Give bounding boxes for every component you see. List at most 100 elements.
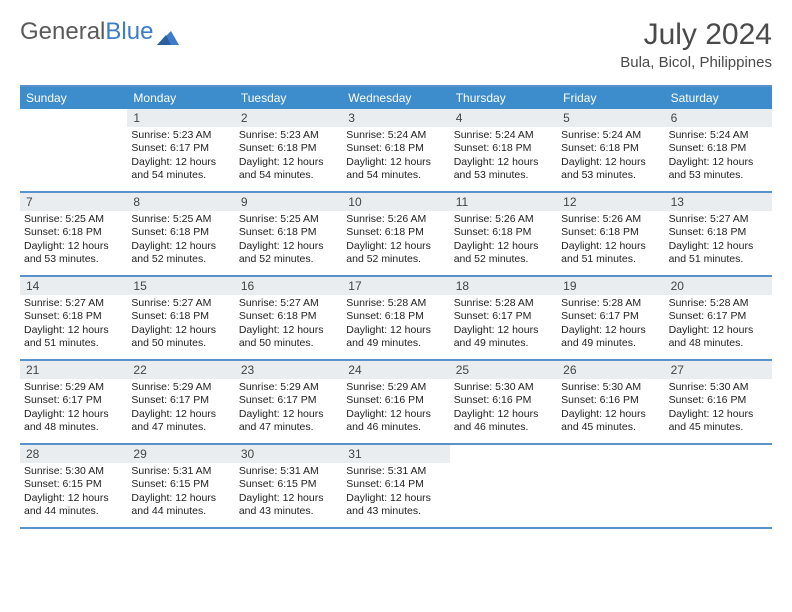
cell-line-daylight2: and 51 minutes.	[669, 253, 768, 266]
calendar-cell	[450, 445, 557, 527]
day-number: 20	[665, 277, 772, 295]
cell-line-daylight2: and 47 minutes.	[239, 421, 338, 434]
cell-line-daylight1: Daylight: 12 hours	[454, 240, 553, 253]
day-number: 10	[342, 193, 449, 211]
day-header: Sunday	[20, 87, 127, 109]
cell-line-sunrise: Sunrise: 5:24 AM	[669, 129, 768, 142]
cell-line-sunset: Sunset: 6:17 PM	[454, 310, 553, 323]
cell-line-daylight2: and 53 minutes.	[454, 169, 553, 182]
cell-line-daylight2: and 44 minutes.	[24, 505, 123, 518]
calendar-cell: 27Sunrise: 5:30 AMSunset: 6:16 PMDayligh…	[665, 361, 772, 443]
calendar-cell: 29Sunrise: 5:31 AMSunset: 6:15 PMDayligh…	[127, 445, 234, 527]
cell-line-sunset: Sunset: 6:16 PM	[669, 394, 768, 407]
cell-line-daylight2: and 52 minutes.	[454, 253, 553, 266]
cell-line-daylight2: and 52 minutes.	[346, 253, 445, 266]
cell-line-daylight2: and 45 minutes.	[561, 421, 660, 434]
day-number: 17	[342, 277, 449, 295]
calendar-cell: 11Sunrise: 5:26 AMSunset: 6:18 PMDayligh…	[450, 193, 557, 275]
cell-body: Sunrise: 5:23 AMSunset: 6:18 PMDaylight:…	[235, 127, 342, 187]
cell-line-sunset: Sunset: 6:18 PM	[561, 142, 660, 155]
day-number: 28	[20, 445, 127, 463]
cell-body: Sunrise: 5:25 AMSunset: 6:18 PMDaylight:…	[127, 211, 234, 271]
calendar-cell: 20Sunrise: 5:28 AMSunset: 6:17 PMDayligh…	[665, 277, 772, 359]
cell-line-sunrise: Sunrise: 5:29 AM	[239, 381, 338, 394]
cell-body: Sunrise: 5:29 AMSunset: 6:17 PMDaylight:…	[127, 379, 234, 439]
cell-line-daylight2: and 51 minutes.	[561, 253, 660, 266]
calendar-cell: 22Sunrise: 5:29 AMSunset: 6:17 PMDayligh…	[127, 361, 234, 443]
cell-line-sunset: Sunset: 6:18 PM	[346, 142, 445, 155]
cell-line-daylight1: Daylight: 12 hours	[131, 408, 230, 421]
cell-line-sunrise: Sunrise: 5:28 AM	[346, 297, 445, 310]
day-number: 19	[557, 277, 664, 295]
day-number: 30	[235, 445, 342, 463]
cell-line-daylight2: and 46 minutes.	[454, 421, 553, 434]
cell-line-daylight2: and 47 minutes.	[131, 421, 230, 434]
calendar-cell: 1Sunrise: 5:23 AMSunset: 6:17 PMDaylight…	[127, 109, 234, 191]
cell-line-daylight2: and 50 minutes.	[239, 337, 338, 350]
cell-body: Sunrise: 5:31 AMSunset: 6:14 PMDaylight:…	[342, 463, 449, 523]
day-number: 12	[557, 193, 664, 211]
cell-line-sunset: Sunset: 6:18 PM	[669, 226, 768, 239]
calendar-cell: 5Sunrise: 5:24 AMSunset: 6:18 PMDaylight…	[557, 109, 664, 191]
day-number: 25	[450, 361, 557, 379]
cell-body: Sunrise: 5:30 AMSunset: 6:16 PMDaylight:…	[665, 379, 772, 439]
page-title: July 2024	[620, 18, 772, 52]
calendar-cell: 14Sunrise: 5:27 AMSunset: 6:18 PMDayligh…	[20, 277, 127, 359]
day-number: 1	[127, 109, 234, 127]
calendar-cell	[665, 445, 772, 527]
calendar-week: 7Sunrise: 5:25 AMSunset: 6:18 PMDaylight…	[20, 193, 772, 277]
cell-body: Sunrise: 5:27 AMSunset: 6:18 PMDaylight:…	[235, 295, 342, 355]
cell-body: Sunrise: 5:24 AMSunset: 6:18 PMDaylight:…	[557, 127, 664, 187]
cell-body: Sunrise: 5:25 AMSunset: 6:18 PMDaylight:…	[235, 211, 342, 271]
cell-line-sunrise: Sunrise: 5:24 AM	[454, 129, 553, 142]
calendar-cell: 13Sunrise: 5:27 AMSunset: 6:18 PMDayligh…	[665, 193, 772, 275]
calendar-cell: 2Sunrise: 5:23 AMSunset: 6:18 PMDaylight…	[235, 109, 342, 191]
calendar-cell: 24Sunrise: 5:29 AMSunset: 6:16 PMDayligh…	[342, 361, 449, 443]
cell-line-daylight1: Daylight: 12 hours	[561, 156, 660, 169]
calendar: Sunday Monday Tuesday Wednesday Thursday…	[20, 85, 772, 529]
calendar-cell: 10Sunrise: 5:26 AMSunset: 6:18 PMDayligh…	[342, 193, 449, 275]
cell-line-daylight1: Daylight: 12 hours	[454, 156, 553, 169]
cell-line-sunrise: Sunrise: 5:24 AM	[561, 129, 660, 142]
cell-line-sunset: Sunset: 6:18 PM	[346, 226, 445, 239]
logo-text-general: General	[20, 18, 105, 46]
calendar-cell: 30Sunrise: 5:31 AMSunset: 6:15 PMDayligh…	[235, 445, 342, 527]
title-block: July 2024 Bula, Bicol, Philippines	[620, 18, 772, 71]
calendar-weeks: 1Sunrise: 5:23 AMSunset: 6:17 PMDaylight…	[20, 109, 772, 529]
cell-line-sunrise: Sunrise: 5:23 AM	[239, 129, 338, 142]
cell-body: Sunrise: 5:26 AMSunset: 6:18 PMDaylight:…	[342, 211, 449, 271]
cell-line-sunrise: Sunrise: 5:26 AM	[346, 213, 445, 226]
cell-line-daylight1: Daylight: 12 hours	[669, 240, 768, 253]
logo-triangle-icon	[157, 24, 179, 40]
cell-line-sunset: Sunset: 6:17 PM	[131, 142, 230, 155]
cell-line-daylight2: and 49 minutes.	[454, 337, 553, 350]
cell-line-sunset: Sunset: 6:18 PM	[239, 142, 338, 155]
calendar-cell: 4Sunrise: 5:24 AMSunset: 6:18 PMDaylight…	[450, 109, 557, 191]
cell-body: Sunrise: 5:27 AMSunset: 6:18 PMDaylight:…	[665, 211, 772, 271]
cell-line-daylight1: Daylight: 12 hours	[131, 492, 230, 505]
day-number: 11	[450, 193, 557, 211]
cell-line-sunrise: Sunrise: 5:25 AM	[24, 213, 123, 226]
cell-line-daylight1: Daylight: 12 hours	[131, 156, 230, 169]
calendar-page: GeneralBlue July 2024 Bula, Bicol, Phili…	[0, 0, 792, 547]
cell-line-daylight1: Daylight: 12 hours	[239, 492, 338, 505]
day-header: Thursday	[450, 87, 557, 109]
calendar-cell: 31Sunrise: 5:31 AMSunset: 6:14 PMDayligh…	[342, 445, 449, 527]
cell-line-daylight2: and 49 minutes.	[346, 337, 445, 350]
cell-line-daylight2: and 48 minutes.	[24, 421, 123, 434]
day-number: 23	[235, 361, 342, 379]
cell-line-sunset: Sunset: 6:15 PM	[239, 478, 338, 491]
calendar-week: 28Sunrise: 5:30 AMSunset: 6:15 PMDayligh…	[20, 445, 772, 529]
cell-line-daylight2: and 52 minutes.	[131, 253, 230, 266]
cell-line-sunrise: Sunrise: 5:31 AM	[131, 465, 230, 478]
cell-line-sunset: Sunset: 6:18 PM	[454, 226, 553, 239]
cell-line-sunset: Sunset: 6:18 PM	[24, 310, 123, 323]
cell-line-daylight1: Daylight: 12 hours	[669, 408, 768, 421]
cell-line-daylight2: and 46 minutes.	[346, 421, 445, 434]
day-number: 15	[127, 277, 234, 295]
cell-body: Sunrise: 5:26 AMSunset: 6:18 PMDaylight:…	[557, 211, 664, 271]
day-number: 2	[235, 109, 342, 127]
cell-body: Sunrise: 5:31 AMSunset: 6:15 PMDaylight:…	[127, 463, 234, 523]
cell-line-daylight1: Daylight: 12 hours	[239, 240, 338, 253]
cell-line-daylight2: and 54 minutes.	[131, 169, 230, 182]
